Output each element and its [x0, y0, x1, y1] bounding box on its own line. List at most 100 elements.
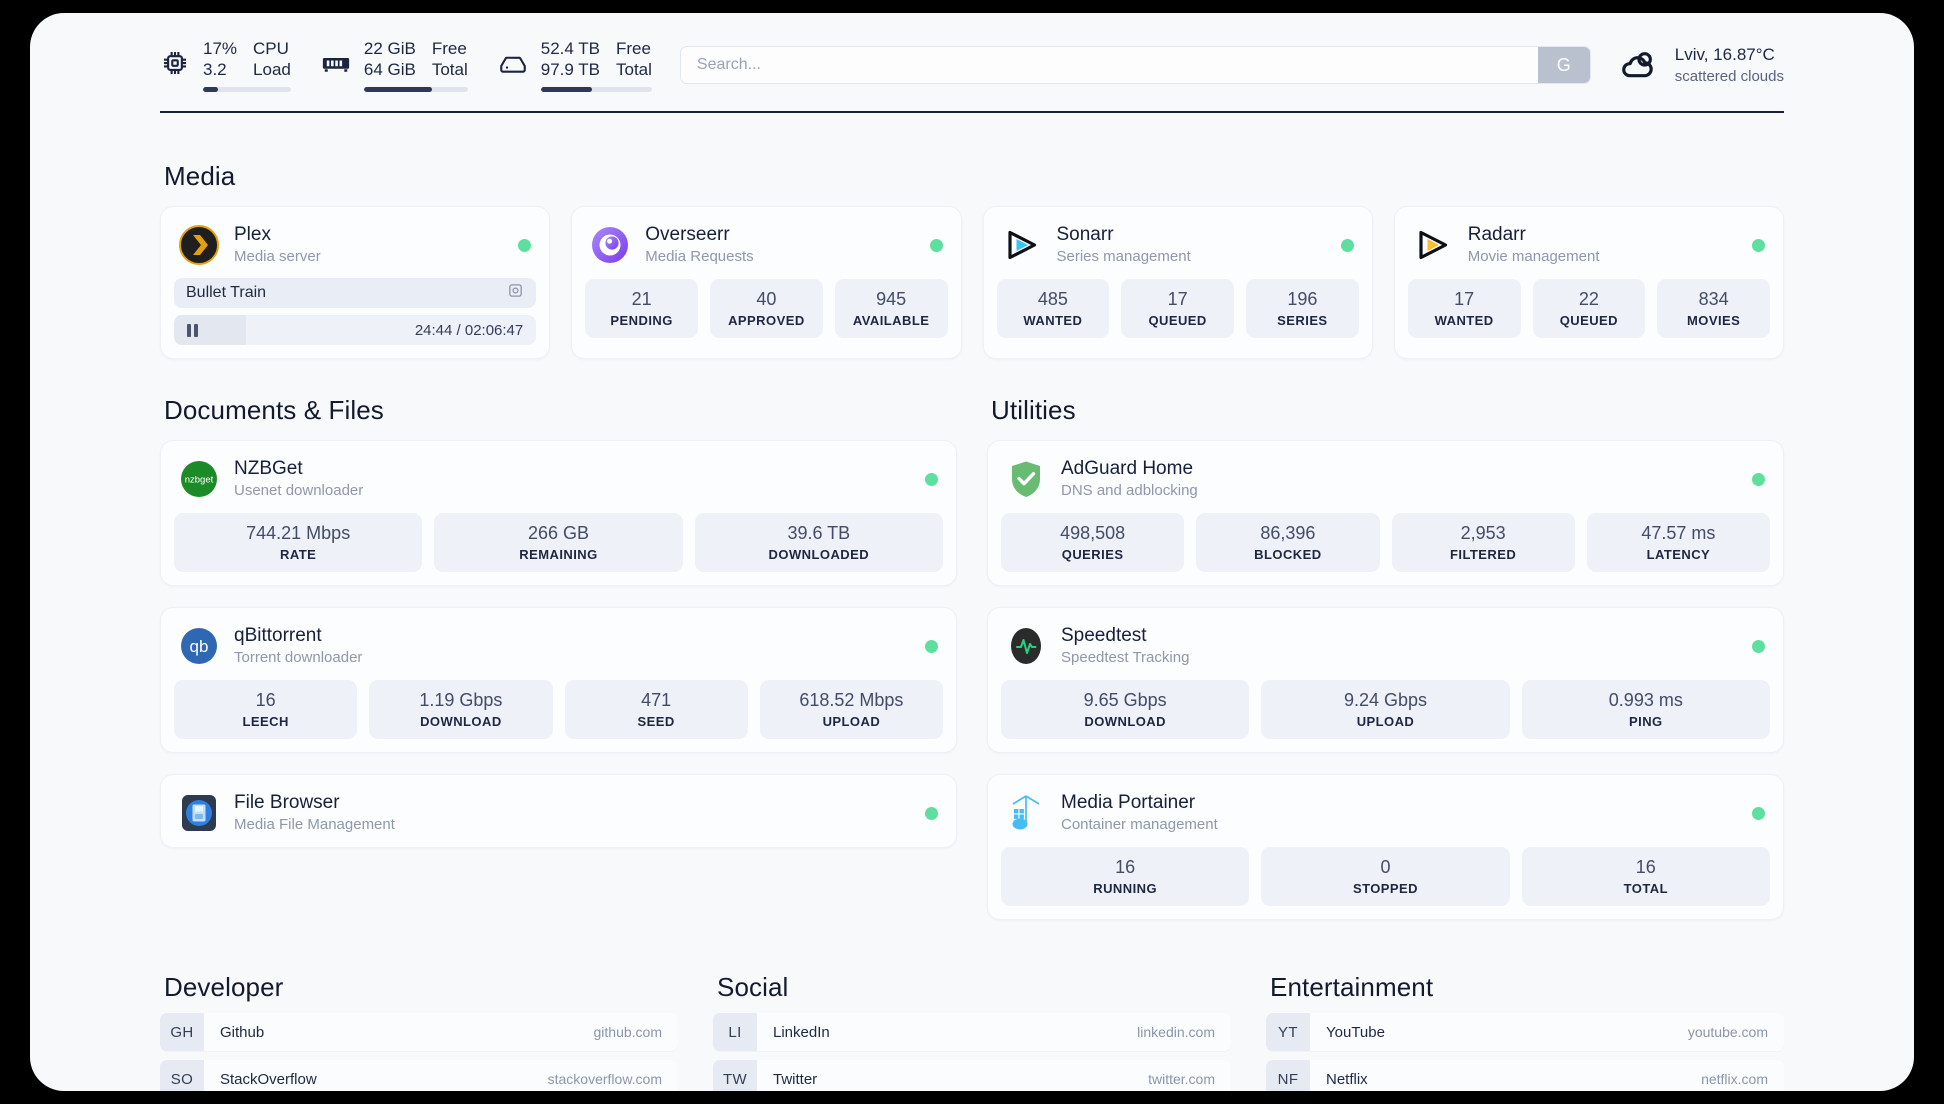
ram-total-value: 64 GiB	[363, 60, 416, 79]
service-card-nzbget[interactable]: nzbget NZBGet Usenet downloader 744.21 M…	[160, 440, 957, 586]
service-card-adguard-home[interactable]: AdGuard Home DNS and adblocking 498,508 …	[987, 440, 1784, 586]
stat-tile[interactable]: 471 SEED	[564, 680, 748, 739]
stat-label: DOWNLOAD	[420, 714, 502, 729]
stat-tile[interactable]: 196 SERIES	[1246, 279, 1359, 338]
service-card-file-browser[interactable]: File Browser Media File Management	[160, 774, 957, 848]
playback-progress-bar[interactable]: 24:44 / 02:06:47	[174, 315, 537, 345]
stat-value: 498,508	[1060, 523, 1126, 543]
service-card-plex[interactable]: Plex Media server Bullet Train	[160, 206, 551, 359]
service-card-radarr[interactable]: Radarr Movie management 17 WANTED 22 QUE…	[1393, 206, 1784, 359]
stat-tile[interactable]: 2,953 FILTERED	[1391, 513, 1575, 572]
stat-tile[interactable]: 16 LEECH	[174, 680, 358, 739]
stat-tiles: 744.21 Mbps RATE 266 GB REMAINING 39.6 T…	[174, 513, 943, 572]
stat-value: 21	[631, 289, 652, 309]
now-playing-row[interactable]: Bullet Train	[174, 278, 537, 308]
ram-usage-bar	[363, 87, 468, 92]
stat-label: AVAILABLE	[852, 313, 930, 328]
disk-label-top: Free	[616, 39, 651, 58]
cpu-usage-value: 17%	[203, 39, 238, 58]
bookmark-group-social: Social LI LinkedIn linkedin.com TW Twitt…	[713, 972, 1231, 1091]
stat-tiles: 17 WANTED 22 QUEUED 834 MOVIES	[1407, 279, 1770, 338]
svg-text:nzbget: nzbget	[185, 475, 214, 486]
stat-label: LATENCY	[1646, 547, 1711, 562]
stat-tile[interactable]: 0.993 ms PING	[1521, 680, 1770, 739]
service-card-qbittorrent[interactable]: qb qBittorrent Torrent downloader 16 LEE…	[160, 607, 957, 753]
bookmark-group-title: Social	[717, 972, 789, 1002]
stat-label: WANTED	[1434, 313, 1494, 328]
stat-value: 17	[1454, 289, 1475, 309]
stat-label: APPROVED	[728, 313, 805, 328]
search-input[interactable]	[680, 47, 1538, 83]
service-card-speedtest[interactable]: Speedtest Speedtest Tracking 9.65 Gbps D…	[987, 607, 1784, 753]
pause-icon[interactable]	[187, 323, 198, 337]
stat-tile[interactable]: 21 PENDING	[585, 279, 698, 338]
stat-tile[interactable]: 9.65 Gbps DOWNLOAD	[1001, 680, 1250, 739]
bookmark-item[interactable]: YT YouTube youtube.com	[1266, 1013, 1784, 1051]
stat-label: UPLOAD	[822, 714, 881, 729]
stat-value: 16	[1635, 857, 1656, 877]
bookmark-tag: LI	[713, 1013, 757, 1051]
service-name: Radarr	[1467, 224, 1526, 245]
stat-tile[interactable]: 0 STOPPED	[1261, 847, 1510, 906]
stat-value: 16	[255, 690, 276, 710]
ram-label-bottom: Total	[431, 60, 468, 79]
stat-tiles: 16 LEECH 1.19 Gbps DOWNLOAD 471 SEED 618…	[174, 680, 943, 739]
stat-tile[interactable]: 9.24 Gbps UPLOAD	[1261, 680, 1510, 739]
now-playing-title: Bullet Train	[186, 284, 267, 301]
bookmark-url: github.com	[593, 1024, 662, 1040]
stat-tile[interactable]: 744.21 Mbps RATE	[174, 513, 423, 572]
bookmark-item[interactable]: SO StackOverflow stackoverflow.com	[160, 1060, 678, 1091]
stat-tile[interactable]: 266 GB REMAINING	[434, 513, 683, 572]
stat-value: 2,953	[1460, 523, 1506, 543]
dashboard-window: 17% 3.2 CPU Load	[30, 13, 1914, 1091]
search-submit-button[interactable]: G	[1537, 47, 1590, 83]
status-indicator-online	[1752, 238, 1765, 252]
stat-value: 266 GB	[527, 523, 590, 543]
svg-text:qb: qb	[190, 637, 209, 656]
stat-value: 47.57 ms	[1641, 523, 1716, 543]
stat-label: UPLOAD	[1356, 714, 1415, 729]
stat-tile[interactable]: 485 WANTED	[996, 279, 1110, 338]
documents-section-title: Documents & Files	[164, 395, 384, 425]
stat-tile[interactable]: 39.6 TB DOWNLOADED	[694, 513, 943, 572]
bookmark-item[interactable]: LI LinkedIn linkedin.com	[713, 1013, 1231, 1051]
search-bar[interactable]: G	[679, 46, 1591, 84]
bookmark-item[interactable]: GH Github github.com	[160, 1013, 678, 1051]
stat-tile[interactable]: 40 APPROVED	[710, 279, 823, 338]
service-card-overseerr[interactable]: Overseerr Media Requests 21 PENDING 40 A…	[571, 206, 962, 359]
documents-section: Documents & Files nzbget NZBGet Usenet d…	[160, 395, 957, 920]
stat-tile[interactable]: 17 WANTED	[1407, 279, 1521, 338]
stat-tile[interactable]: 945 AVAILABLE	[834, 279, 948, 338]
status-indicator-online	[929, 238, 943, 252]
service-name: Plex	[234, 224, 271, 245]
stat-tile[interactable]: 47.57 ms LATENCY	[1586, 513, 1770, 572]
stat-value: 86,396	[1260, 523, 1316, 543]
playback-progress-fill	[174, 315, 247, 345]
stat-tile[interactable]: 16 RUNNING	[1001, 847, 1250, 906]
stat-tile[interactable]: 618.52 Mbps UPLOAD	[759, 680, 943, 739]
stat-tile[interactable]: 498,508 QUERIES	[1001, 513, 1185, 572]
stat-tile[interactable]: 86,396 BLOCKED	[1196, 513, 1380, 572]
card-header: Radarr Movie management	[1408, 219, 1770, 266]
stat-label: SEED	[637, 714, 675, 729]
service-name: Overseerr	[645, 224, 730, 245]
stat-tile[interactable]: 16 TOTAL	[1521, 847, 1770, 906]
bookmark-item[interactable]: TW Twitter twitter.com	[713, 1060, 1231, 1091]
bookmark-name: StackOverflow	[220, 1070, 317, 1088]
service-card-media-portainer[interactable]: Media Portainer Container management 16 …	[987, 774, 1784, 920]
stat-tile[interactable]: 834 MOVIES	[1657, 279, 1770, 338]
bookmark-item[interactable]: NF Netflix netflix.com	[1266, 1060, 1784, 1091]
cloud-icon	[1619, 45, 1659, 85]
stat-label: QUEUED	[1148, 313, 1207, 328]
stat-value: 485	[1037, 289, 1068, 309]
stat-tile[interactable]: 22 QUEUED	[1532, 279, 1646, 338]
service-card-sonarr[interactable]: Sonarr Series management 485 WANTED 17 Q…	[982, 206, 1373, 359]
stat-tile[interactable]: 1.19 Gbps DOWNLOAD	[369, 680, 553, 739]
stat-tiles: 16 RUNNING 0 STOPPED 16 TOTAL	[1001, 847, 1770, 906]
bookmark-name: Github	[220, 1023, 265, 1041]
service-description: Usenet downloader	[234, 482, 364, 499]
service-description: Media Requests	[645, 248, 754, 265]
bookmark-list: LI LinkedIn linkedin.com TW Twitter twit…	[713, 1013, 1231, 1091]
stat-tile[interactable]: 17 QUEUED	[1121, 279, 1234, 338]
cast-icon[interactable]	[507, 282, 524, 304]
